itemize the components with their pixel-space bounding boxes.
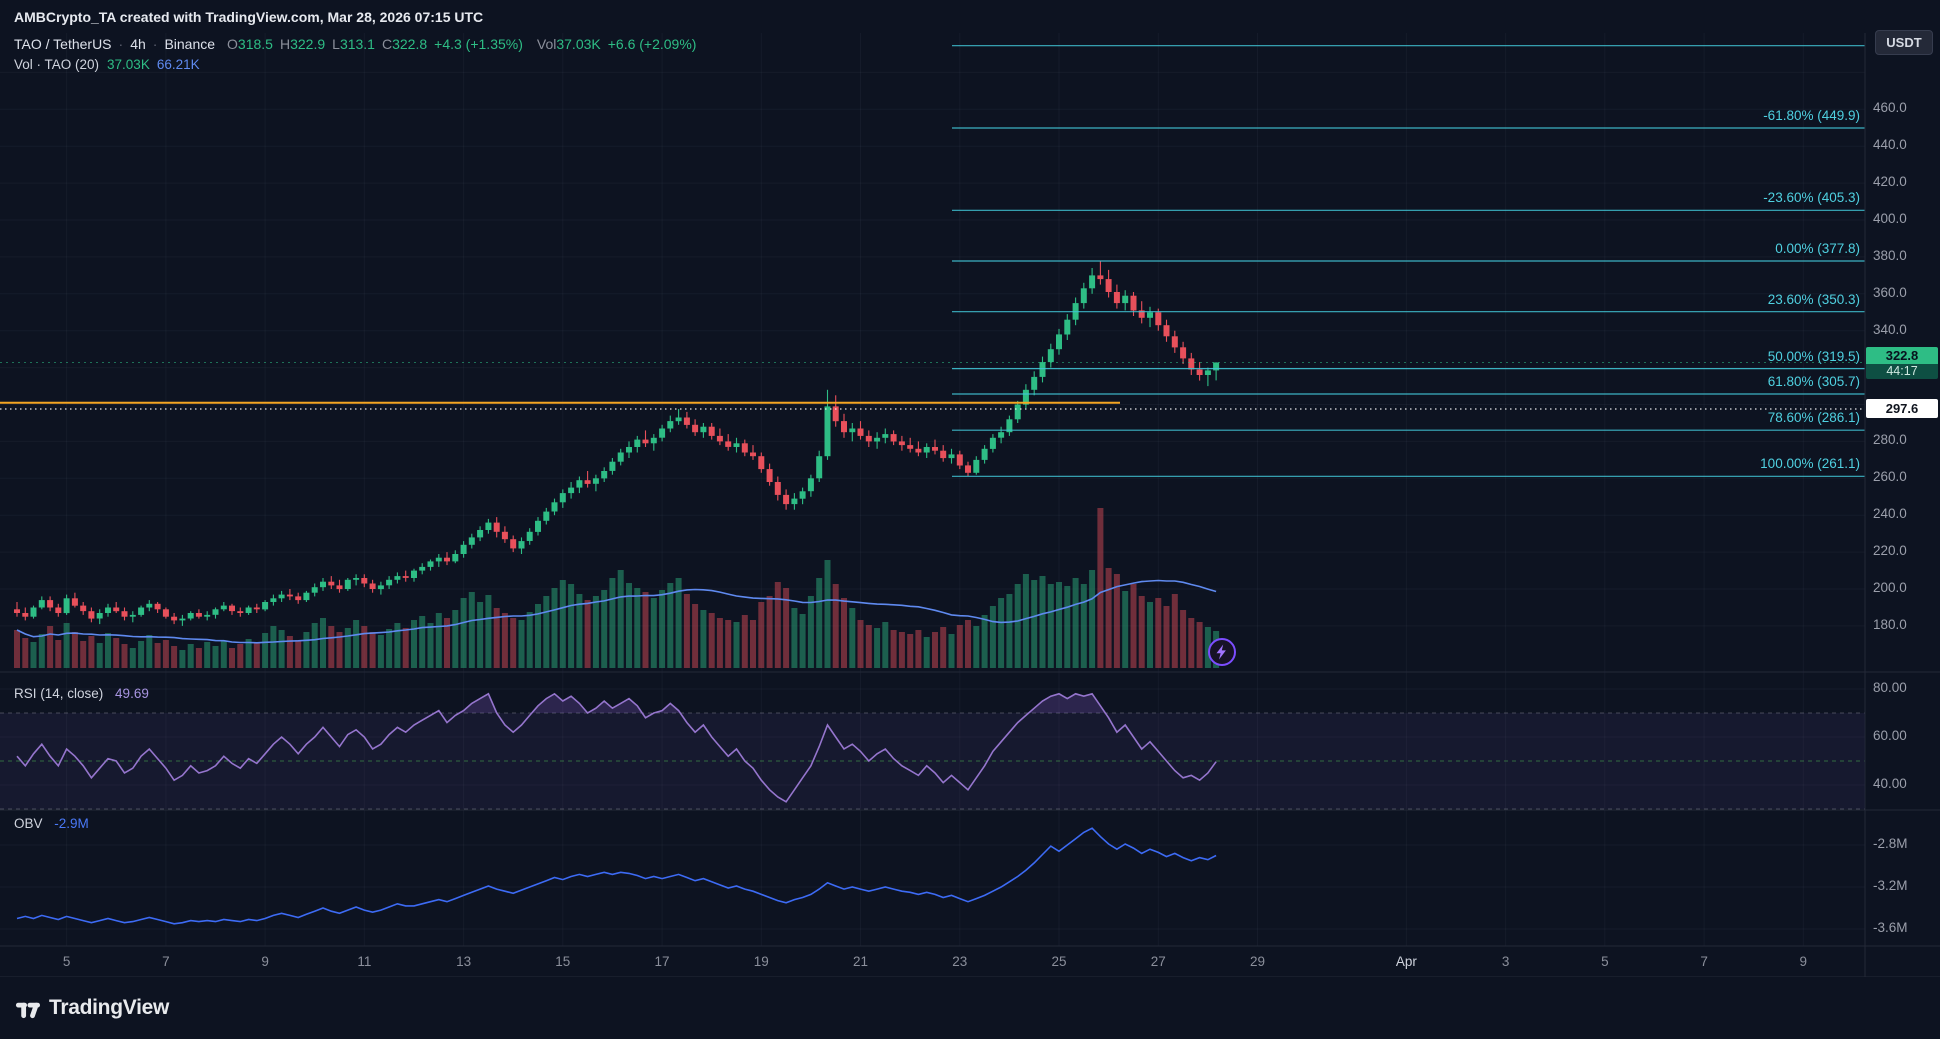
legend-separator: · [118,36,124,52]
change-value: +4.3 (+1.35%) [434,36,523,52]
currency-toggle-button[interactable]: USDT [1875,30,1933,55]
time-tick-label: 15 [555,954,571,969]
tradingview-logo[interactable]: TradingView [14,996,169,1021]
symbol-name: TAO / TetherUS [14,36,112,52]
rsi-tick-label: 40.00 [1873,776,1907,791]
fib-level-label: -61.80% (449.9) [1763,107,1860,123]
fib-level-label: 50.00% (319.5) [1767,348,1860,364]
time-axis[interactable]: 5 7 9 11 13 15 17 19 21 23 25 27 29 Apr 3 5 7 9 [0,946,1865,977]
rsi-tick-label: 80.00 [1873,680,1907,695]
boost-button[interactable] [1208,638,1236,666]
high-value: 322.9 [290,36,326,52]
price-tick-label: 340.0 [1873,321,1907,337]
interval-label: 4h [130,36,146,52]
close-value: 322.8 [392,36,428,52]
time-tick-label: 11 [357,954,372,969]
low-label: L [332,36,340,52]
time-tick-label: 13 [456,954,472,969]
price-tick-label: 240.0 [1873,506,1907,522]
obv-indicator-name: OBV [14,816,43,831]
time-tick-label: 9 [1799,954,1808,969]
price-tick-label: 360.0 [1873,284,1907,300]
low-value: 313.1 [339,36,375,52]
fib-level-label: 100.00% (261.1) [1760,456,1860,472]
price-tick-label: 200.0 [1873,580,1907,596]
open-value: 318.5 [237,36,273,52]
time-tick-label: 5 [1601,954,1609,969]
exchange-label: Binance [164,36,216,52]
time-tick-label: 21 [853,954,869,969]
price-tick-label: 180.0 [1873,616,1907,632]
obv-value: -2.9M [54,816,89,831]
top-attribution-bar: AMBCrypto_TA created with TradingView.co… [0,0,1940,33]
time-tick-label: 25 [1051,954,1067,969]
price-tick-label: 380.0 [1873,247,1907,263]
volume-indicator-name: Vol · TAO (20) [14,57,100,72]
fib-level-label: 23.60% (350.3) [1767,291,1860,307]
open-label: O [227,36,238,52]
time-tick-label: 7 [1700,954,1708,969]
obv-tick-label: -3.2M [1873,878,1908,893]
rsi-tick-label: 60.00 [1873,728,1907,743]
rsi-axis[interactable]: 80.00 60.00 40.00 [1866,672,1940,810]
time-tick-label: 7 [162,954,170,969]
time-tick-label: 5 [62,954,71,969]
price-tick-label: 220.0 [1873,543,1907,559]
price-tick-label: 420.0 [1873,174,1907,190]
fib-level-label: -23.60% (405.3) [1763,190,1860,206]
lightning-icon [1216,644,1226,660]
time-tick-label: 27 [1150,954,1166,969]
legend-separator: · [152,36,158,52]
volume-change: +6.6 (+2.09%) [607,36,697,52]
volume-indicator-legend[interactable]: Vol · TAO (20) 37.03K 66.21K [14,57,200,72]
attribution-text: AMBCrypto_TA created with TradingView.co… [14,8,484,25]
volume-indicator-value: 37.03K [107,57,150,72]
price-tick-label: 260.0 [1873,469,1907,485]
close-label: C [381,36,393,52]
price-tick-label: 400.0 [1873,211,1907,227]
time-tick-label: Apr [1395,954,1417,969]
volume-value: 37.03K [556,36,601,52]
time-tick-label: 9 [261,954,269,969]
price-tick-label: 280.0 [1873,432,1907,448]
rsi-indicator-legend[interactable]: RSI (14, close) 49.69 [14,686,149,701]
price-axis[interactable]: 460.0 440.0 420.0 400.0 380.0 360.0 340.0 280.0… [1866,0,1940,672]
price-tick-label: 460.0 [1873,100,1907,116]
bar-countdown: 44:17 [1866,364,1938,380]
time-tick-label: 23 [952,954,968,969]
last-price-badge: 322.8 44:17 [1866,347,1938,380]
fib-level-label: 78.60% (286.1) [1767,410,1860,426]
obv-axis[interactable]: -2.8M -3.2M -3.6M [1866,810,1940,946]
level-price-badge: 297.6 [1866,398,1938,418]
obv-indicator-legend[interactable]: OBV -2.9M [14,816,89,831]
rsi-indicator-name: RSI (14, close) [14,686,104,701]
time-tick-label: 3 [1501,954,1510,969]
volume-ma-value: 66.21K [156,57,200,72]
fib-level-label: 0.00% (377.8) [1775,241,1860,256]
footer-bar: TradingView [0,977,1940,1039]
last-price-value: 322.8 [1866,347,1938,365]
obv-tick-label: -3.6M [1873,920,1908,935]
symbol-legend[interactable]: TAO / TetherUS · 4h · Binance O318.5 H32… [14,36,696,52]
time-tick-label: 29 [1249,954,1266,969]
price-tick-label: 440.0 [1873,137,1907,153]
fib-level-label: 61.80% (305.7) [1767,374,1860,390]
rsi-value: 49.69 [115,686,149,701]
tradingview-wordmark: TradingView [49,996,170,1019]
volume-label: Vol [536,36,557,52]
tradingview-logo-icon [15,1002,40,1018]
high-label: H [279,36,291,52]
time-tick-label: 17 [654,954,670,969]
time-tick-label: 19 [753,954,769,969]
obv-tick-label: -2.8M [1873,836,1908,851]
